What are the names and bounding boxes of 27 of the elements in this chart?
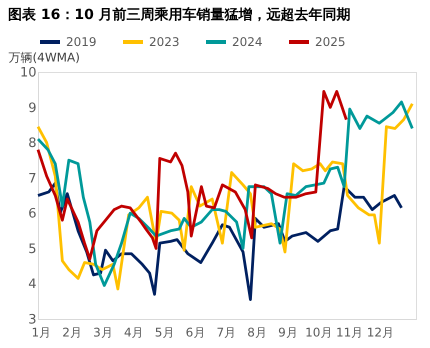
- legend-label: 2025: [315, 35, 346, 49]
- y-tick-label: 4: [28, 277, 36, 292]
- y-tick-label: 7: [28, 171, 36, 186]
- line-series: [36, 90, 348, 260]
- x-tick-label: 12月: [366, 326, 394, 340]
- x-tick-label: 10月: [305, 326, 332, 340]
- y-tick-label: 5: [28, 242, 36, 257]
- x-tick-label: 3月: [93, 326, 113, 340]
- legend-label: 2023: [149, 35, 180, 49]
- x-tick-label: 4月: [124, 326, 144, 340]
- y-axis-title: 万辆(4WMA): [8, 50, 80, 64]
- x-tick-label: 9月: [278, 326, 298, 340]
- chart-title: 图表 16：10 月前三周乘用车销量猛增，远超去年同期: [8, 6, 351, 23]
- y-tick-label: 9: [28, 100, 36, 116]
- y-tick-label: 8: [28, 136, 36, 152]
- x-tick-label: 7月: [216, 326, 236, 340]
- x-tick-label: 11月: [336, 326, 364, 340]
- x-tick-label: 8月: [247, 326, 267, 340]
- y-tick-label: 10: [20, 66, 36, 80]
- legend-label: 2019: [66, 35, 97, 49]
- x-tick-label: 6月: [186, 326, 206, 340]
- x-tick-label: 2月: [62, 326, 82, 340]
- x-tick-label: 5月: [154, 326, 174, 340]
- legend-label: 2024: [232, 35, 263, 49]
- y-tick-label: 3: [28, 312, 36, 328]
- y-tick-label: 6: [28, 206, 36, 222]
- x-tick-label: 1月: [31, 326, 52, 340]
